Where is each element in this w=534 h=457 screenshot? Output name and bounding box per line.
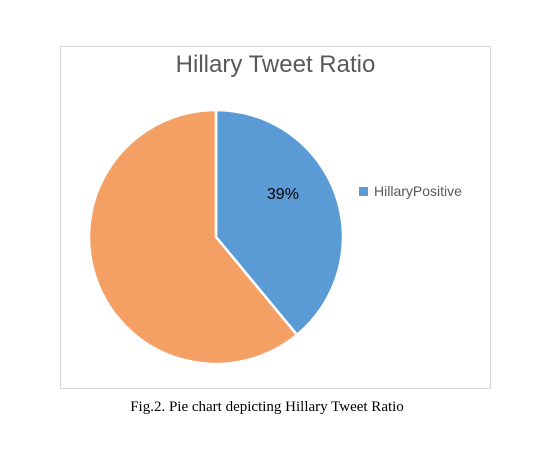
figure-caption: Fig.2. Pie chart depicting Hillary Tweet…: [130, 399, 404, 415]
data-label-hillarypositive: 39%: [267, 186, 299, 203]
legend-label-hillarypositive: HillaryPositive: [374, 183, 462, 199]
legend-swatch-hillarypositive: [359, 186, 368, 196]
chart-title: Hillary Tweet Ratio: [175, 51, 376, 78]
chart-area: Hillary Tweet Ratio 39% HillaryPositive: [60, 46, 491, 389]
pie-slice-hillarypositive: [214, 108, 345, 337]
pie-slice-other: [87, 108, 299, 366]
chart-legend: HillaryPositive: [359, 183, 462, 199]
pie-chart: 39%: [87, 108, 345, 366]
